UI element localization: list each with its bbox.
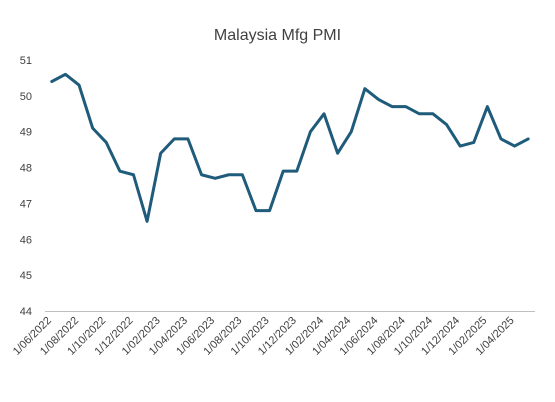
y-tick-label: 44: [20, 306, 32, 318]
y-tick-label: 51: [20, 55, 32, 67]
y-tick-label: 50: [20, 91, 32, 103]
y-tick-label: 47: [20, 198, 32, 210]
x-axis-tick-labels: 1/06/20221/08/20221/10/20221/12/20221/02…: [11, 315, 517, 358]
y-tick-label: 46: [20, 234, 32, 246]
y-tick-label: 49: [20, 127, 32, 139]
y-axis: 44 45 46 47 48 49 50 51: [20, 55, 32, 318]
series-group: [50, 72, 530, 223]
y-tick-label: 48: [20, 163, 32, 175]
y-tick-label: 45: [20, 270, 32, 282]
chart-title: Malaysia Mfg PMI: [214, 27, 341, 44]
series-line: [50, 72, 530, 223]
